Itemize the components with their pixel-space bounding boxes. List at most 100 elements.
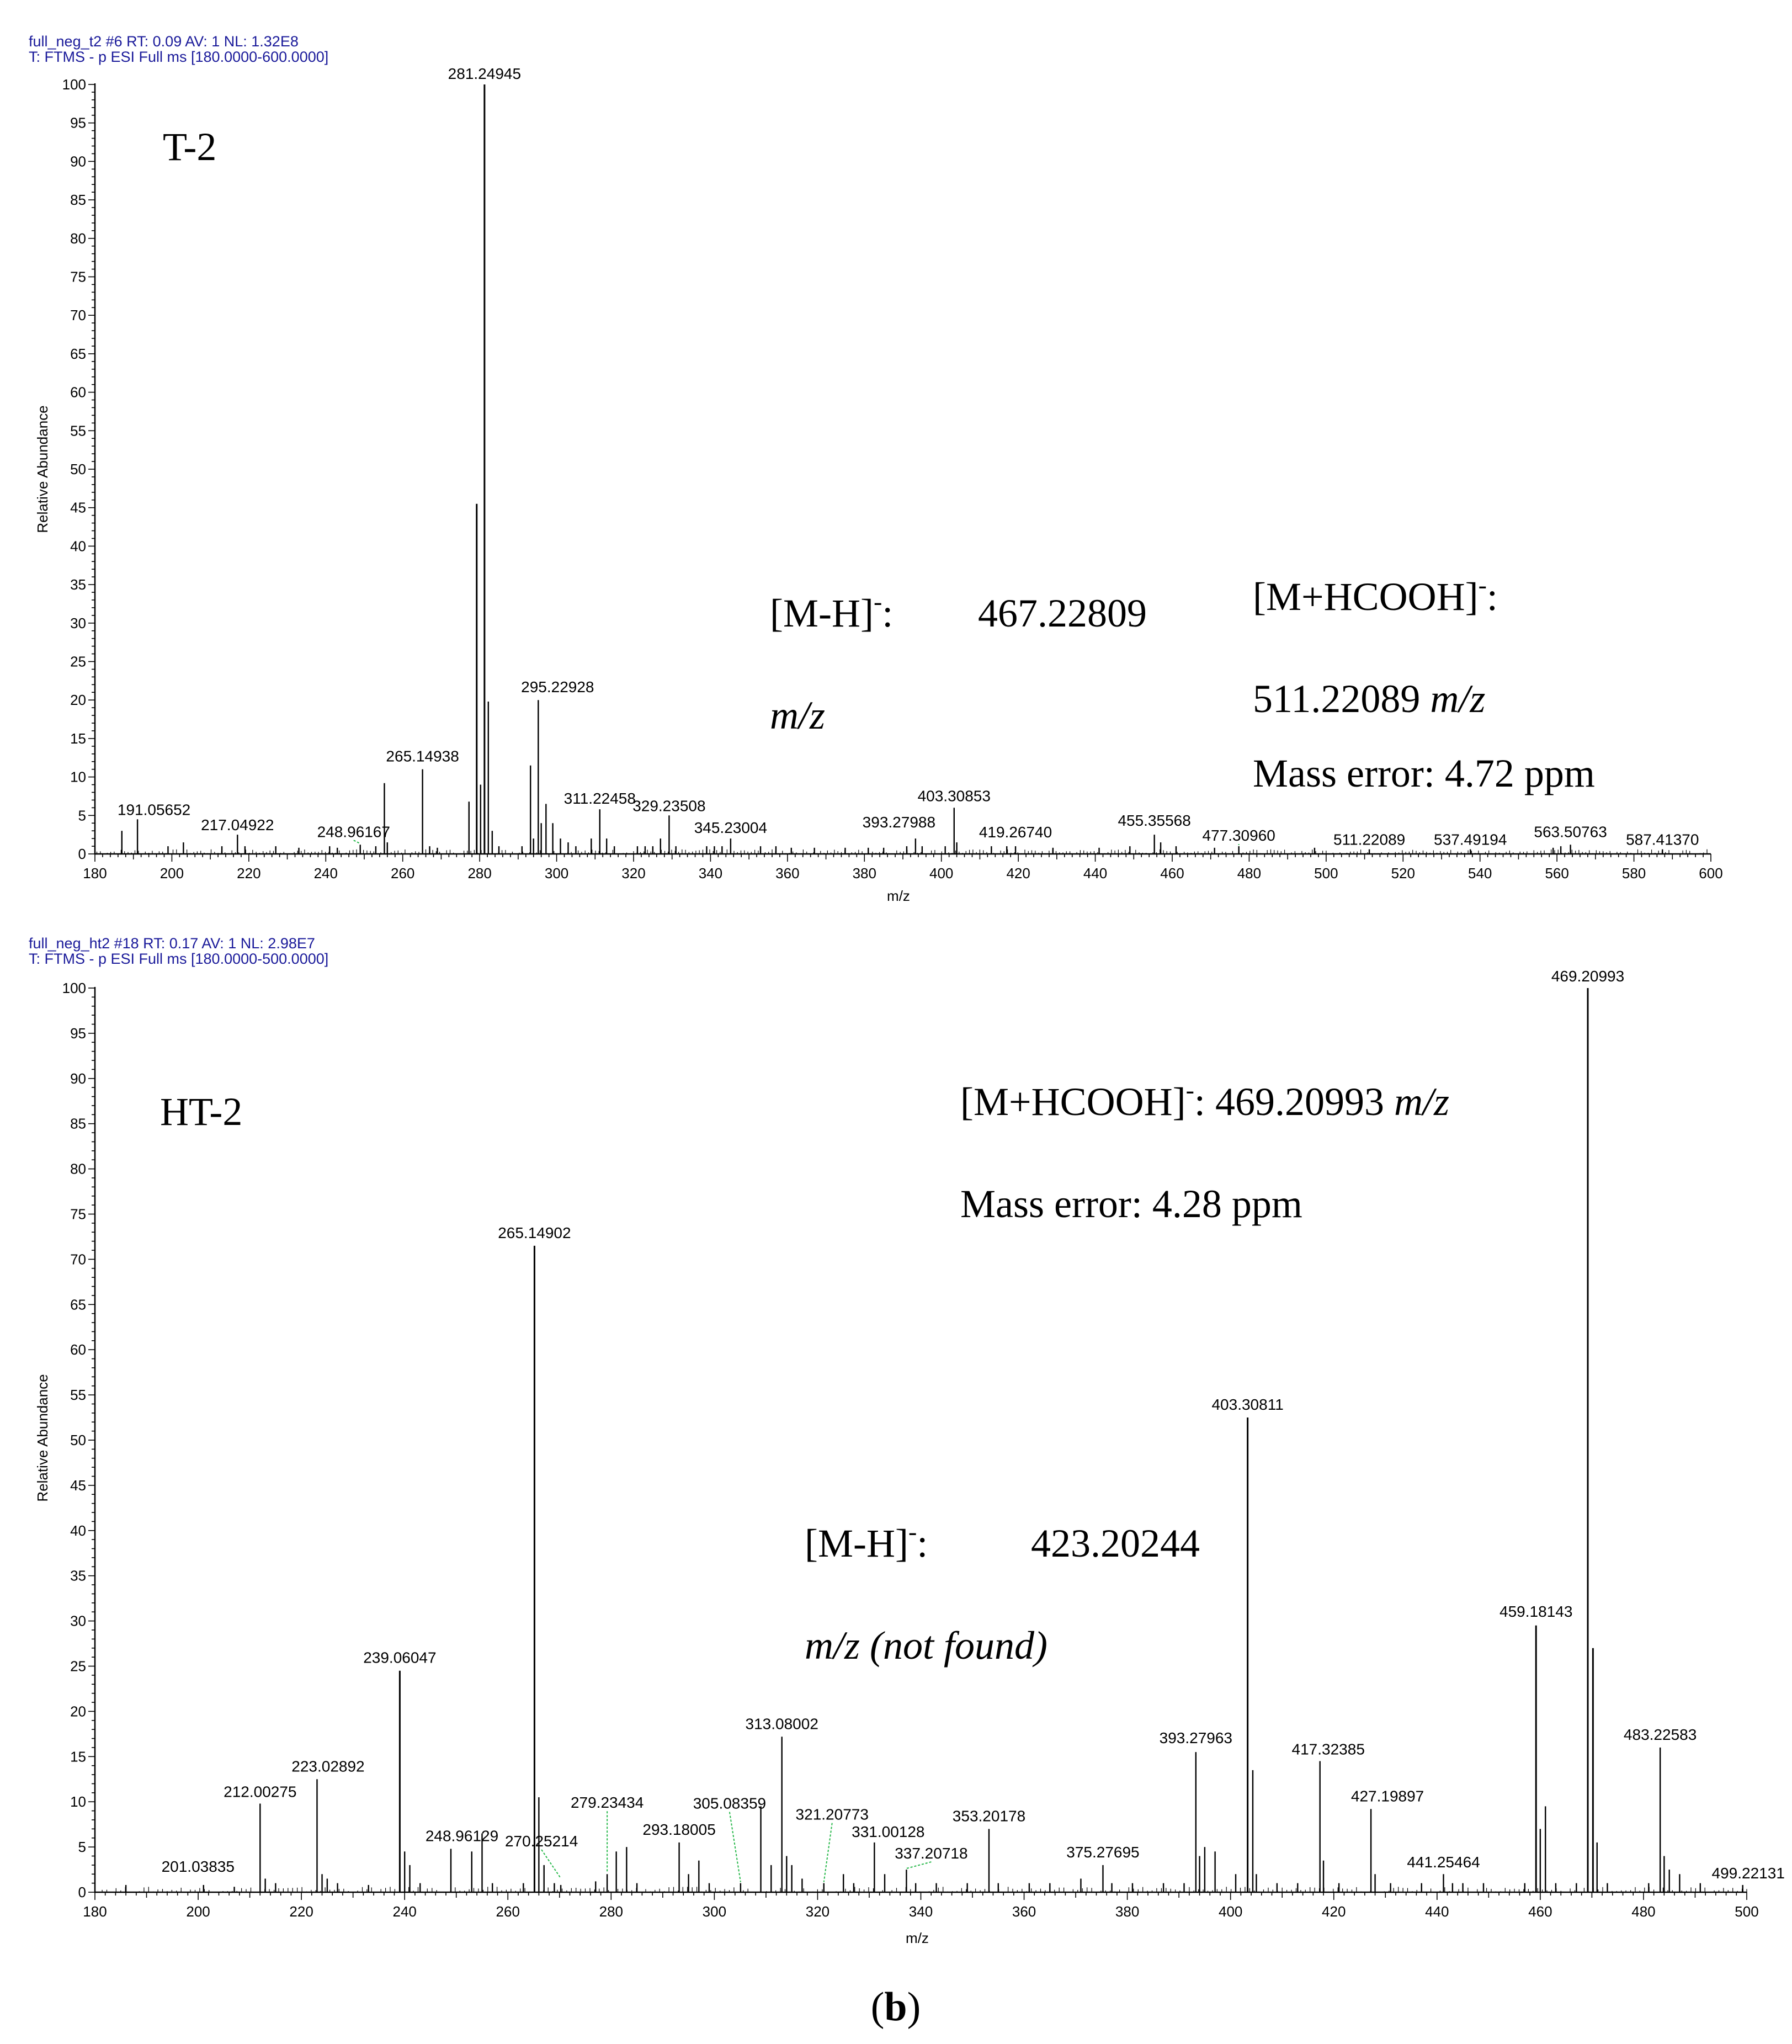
peak-label: 223.02892: [291, 1758, 364, 1775]
y-tick-label: 85: [70, 1116, 86, 1132]
t2-mh-annotation: [M-H]-:: [770, 587, 893, 635]
ht2-x-axis-label: m/z: [906, 1930, 929, 1946]
x-tick-label: 480: [1631, 1903, 1655, 1920]
peak-label: 563.50763: [1534, 823, 1607, 840]
peak-label: 248.96167: [317, 823, 390, 840]
peak-label: 265.14938: [386, 748, 459, 765]
t2-x-axis-label: m/z: [887, 888, 910, 904]
peak-label: 403.30853: [918, 787, 991, 804]
peak-label: 393.27988: [863, 814, 935, 831]
peak-label: 239.06047: [363, 1649, 436, 1666]
peak-label: 270.25214: [505, 1833, 578, 1850]
y-tick-label: 5: [78, 1839, 86, 1855]
y-tick-label: 75: [70, 1206, 86, 1223]
ht2-spectrum-panel: full_neg_ht2 #18 RT: 0.17 AV: 1 NL: 2.98…: [29, 935, 1785, 1946]
label-leader-line: [823, 1823, 833, 1882]
peak-label: 217.04922: [201, 816, 274, 833]
y-tick-label: 65: [70, 346, 86, 362]
peak-label: 212.00275: [224, 1783, 296, 1800]
y-tick-label: 45: [70, 500, 86, 516]
label-leader-line: [729, 1812, 741, 1882]
y-tick-label: 60: [70, 384, 86, 401]
ht2-y-axis-label: Relative Abundance: [34, 1374, 51, 1501]
y-tick-label: 60: [70, 1341, 86, 1358]
y-tick-label: 50: [70, 1432, 86, 1448]
peak-label: 331.00128: [852, 1823, 924, 1840]
y-tick-label: 100: [62, 76, 86, 93]
peak-label: 305.08359: [693, 1795, 766, 1812]
x-tick-label: 540: [1468, 865, 1492, 882]
baseline-noise: [96, 849, 1711, 854]
x-tick-label: 300: [545, 865, 568, 882]
ht2-mh-unit: m/z (not found): [805, 1623, 1047, 1668]
peak-label: 279.23434: [571, 1794, 644, 1811]
peak-label: 375.27695: [1066, 1844, 1139, 1861]
y-tick-label: 40: [70, 1522, 86, 1539]
y-tick-label: 55: [70, 1387, 86, 1403]
label-leader-line: [541, 1849, 561, 1879]
peak-label: 459.18143: [1499, 1603, 1572, 1620]
x-tick-label: 360: [1012, 1903, 1036, 1920]
y-tick-label: 100: [62, 980, 86, 996]
y-tick-label: 80: [70, 1161, 86, 1177]
x-tick-label: 500: [1314, 865, 1338, 882]
y-tick-label: 85: [70, 192, 86, 208]
peak-label: 201.03835: [162, 1858, 235, 1875]
y-tick-label: 95: [70, 115, 86, 131]
peak-label: 393.27963: [1160, 1729, 1232, 1746]
x-tick-label: 600: [1699, 865, 1722, 882]
ht2-axes: 0 5 10 15 20 25 30 35 40 45 50 55 60 65 70 75 80 85 90 95 10…: [62, 980, 1759, 1920]
y-tick-label: 75: [70, 269, 86, 285]
x-tick-label: 400: [929, 865, 953, 882]
peak-label: 311.22458: [564, 790, 636, 807]
peak-label: 281.24945: [448, 65, 521, 82]
y-tick-label: 15: [70, 1748, 86, 1765]
y-tick-label: 55: [70, 422, 86, 439]
x-tick-label: 280: [467, 865, 491, 882]
t2-mh-value: 467.22809: [978, 591, 1147, 635]
ht2-mh-value: 423.20244: [1031, 1521, 1200, 1565]
peak-label: 403.30811: [1211, 1396, 1283, 1413]
ht2-mh-annotation: [M-H]-:: [805, 1517, 928, 1565]
peak-label: 477.30960: [1202, 827, 1275, 844]
x-tick-label: 200: [160, 865, 184, 882]
t2-adduct-value-line: 511.22089 m/z: [1253, 677, 1485, 721]
peak-label: 191.05652: [118, 801, 190, 818]
x-tick-label: 280: [599, 1903, 623, 1920]
y-tick-label: 80: [70, 230, 86, 247]
y-tick-label: 65: [70, 1296, 86, 1313]
ht2-adduct-annotation: [M+HCOOH]-: 469.20993 m/z: [960, 1076, 1449, 1124]
peak-label: 295.22928: [521, 678, 594, 696]
peak-label: 483.22583: [1624, 1726, 1697, 1743]
y-tick-label: 40: [70, 538, 86, 554]
peak-label: 313.08002: [746, 1715, 818, 1732]
y-tick-label: 25: [70, 654, 86, 670]
t2-peaks: [96, 84, 1711, 854]
t2-header-line1: full_neg_t2 #6 RT: 0.09 AV: 1 NL: 1.32E8: [29, 33, 299, 50]
peak-label: 417.32385: [1292, 1740, 1365, 1758]
x-tick-label: 200: [186, 1903, 210, 1920]
x-tick-label: 220: [237, 865, 260, 882]
y-tick-label: 70: [70, 307, 86, 323]
x-tick-label: 560: [1545, 865, 1568, 882]
t2-compound-label: T-2: [163, 125, 216, 169]
t2-header-line2: T: FTMS - p ESI Full ms [180.0000-600.00…: [29, 49, 328, 65]
y-tick-label: 50: [70, 461, 86, 477]
x-tick-label: 320: [806, 1903, 829, 1920]
x-tick-label: 340: [909, 1903, 933, 1920]
ht2-header-line2: T: FTMS - p ESI Full ms [180.0000-500.00…: [29, 951, 328, 967]
peak-label: 499.22131: [1712, 1865, 1785, 1882]
x-tick-label: 180: [83, 865, 107, 882]
x-tick-label: 440: [1425, 1903, 1449, 1920]
axis-lines: [94, 83, 1711, 855]
x-tick-label: 460: [1528, 1903, 1552, 1920]
x-tick-label: 480: [1237, 865, 1261, 882]
peak-label: 455.35568: [1118, 812, 1190, 829]
t2-axes: 0 5 10 15 20 25 30 35 40 45 50 55 60 65 70 75 80 85 90 95 10…: [62, 76, 1723, 882]
x-tick-label: 360: [775, 865, 799, 882]
y-tick-label: 35: [70, 576, 86, 593]
x-tick-label: 240: [314, 865, 338, 882]
y-tick-label: 5: [78, 807, 86, 824]
y-tick-label: 90: [70, 153, 86, 169]
